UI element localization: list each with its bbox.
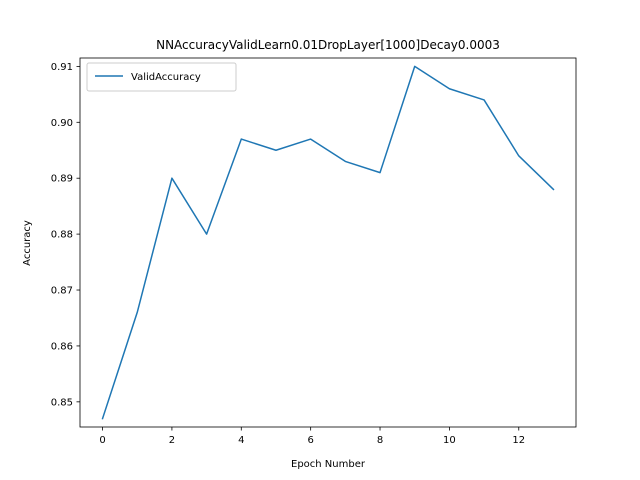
y-tick-label: 0.91	[51, 62, 73, 73]
x-tick-label: 2	[169, 435, 175, 446]
x-tick-label: 4	[238, 435, 244, 446]
y-axis-label: Accuracy	[22, 220, 33, 266]
x-tick-label: 10	[443, 435, 456, 446]
plot-area: 0 2 4 6 8 10 12 0.85 0.86 0.87 0.88 0.89 0.90 0.91	[51, 57, 577, 446]
y-tick-label: 0.85	[51, 397, 73, 408]
x-axis-label: Epoch Number	[291, 459, 366, 470]
x-tick-label: 12	[512, 435, 525, 446]
x-tick-label: 6	[307, 435, 313, 446]
chart-title: NNAccuracyValidLearn0.01DropLayer[1000]D…	[156, 38, 500, 52]
y-tick-label: 0.86	[51, 341, 73, 352]
y-tick-label: 0.89	[51, 174, 73, 185]
legend: ValidAccuracy	[86, 62, 237, 92]
legend-box	[86, 62, 237, 92]
y-tick-label: 0.88	[51, 230, 73, 241]
y-tick-label: 0.90	[51, 118, 73, 129]
x-tick-label: 8	[377, 435, 383, 446]
y-tick-label: 0.87	[51, 286, 73, 297]
axes-frame	[79, 57, 577, 428]
x-tick-label: 0	[99, 435, 105, 446]
series-line	[101, 65, 555, 420]
legend-label: ValidAccuracy	[131, 72, 201, 83]
